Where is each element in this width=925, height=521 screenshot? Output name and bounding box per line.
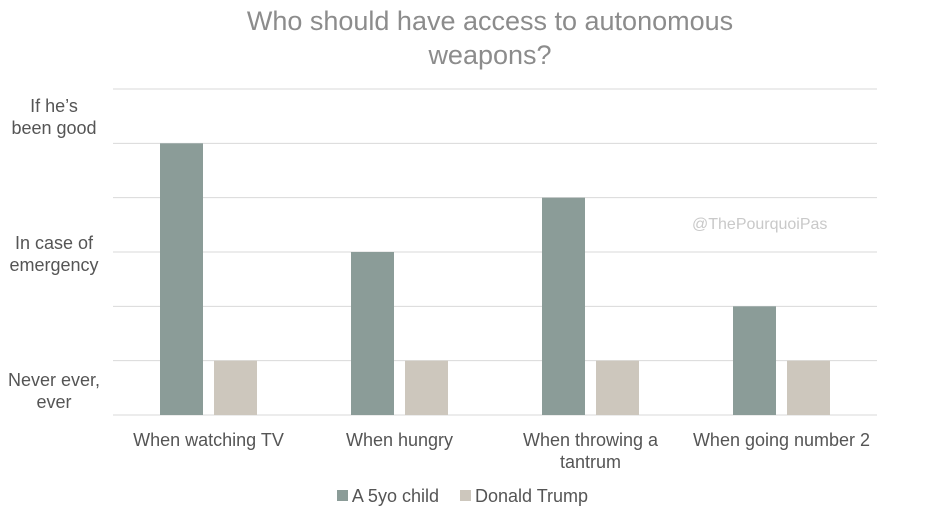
- legend-label-child: A 5yo child: [351, 486, 439, 506]
- x-tick-label: When watching TV: [133, 430, 284, 450]
- y-label-middle: In case of emergency: [0, 232, 108, 276]
- bar-child: [160, 143, 203, 416]
- y-label-top: If he’s been good: [0, 95, 108, 139]
- x-tick-label: When going number 2: [693, 430, 870, 450]
- y-label-bottom-line-2: ever: [36, 392, 72, 412]
- legend: A 5yo child Donald Trump: [0, 486, 925, 507]
- legend-swatch-trump: [460, 490, 471, 501]
- bar-trump: [787, 360, 830, 415]
- watermark: @ThePourquoiPas: [692, 216, 828, 233]
- y-label-bottom-line-1: Never ever,: [7, 370, 101, 390]
- bar-trump: [214, 360, 257, 415]
- y-label-middle-line-1: In case of: [14, 233, 94, 253]
- y-label-bottom: Never ever, ever: [0, 369, 108, 413]
- x-tick-label: tantrum: [560, 452, 621, 472]
- legend-label-trump: Donald Trump: [475, 486, 589, 506]
- chart-title-line-1: Who should have access to autonomous: [246, 6, 734, 36]
- bar-child: [542, 197, 585, 415]
- bar-trump: [596, 360, 639, 415]
- legend-item-trump: Donald Trump: [460, 486, 588, 507]
- legend-item-child: A 5yo child: [336, 486, 439, 507]
- chart-title-line-2: weapons?: [428, 40, 552, 70]
- bar-child: [733, 306, 776, 415]
- bar-child: [351, 252, 394, 415]
- bar-trump: [405, 360, 448, 415]
- y-label-top-line-1: If he’s: [30, 96, 78, 116]
- y-label-top-line-2: been good: [11, 118, 97, 138]
- x-tick-label: When hungry: [346, 430, 453, 450]
- y-label-middle-line-2: emergency: [9, 255, 99, 275]
- chart-title: Who should have access to autonomous wea…: [180, 4, 800, 72]
- x-tick-label: When throwing a: [523, 430, 659, 450]
- legend-swatch-child: [336, 490, 348, 501]
